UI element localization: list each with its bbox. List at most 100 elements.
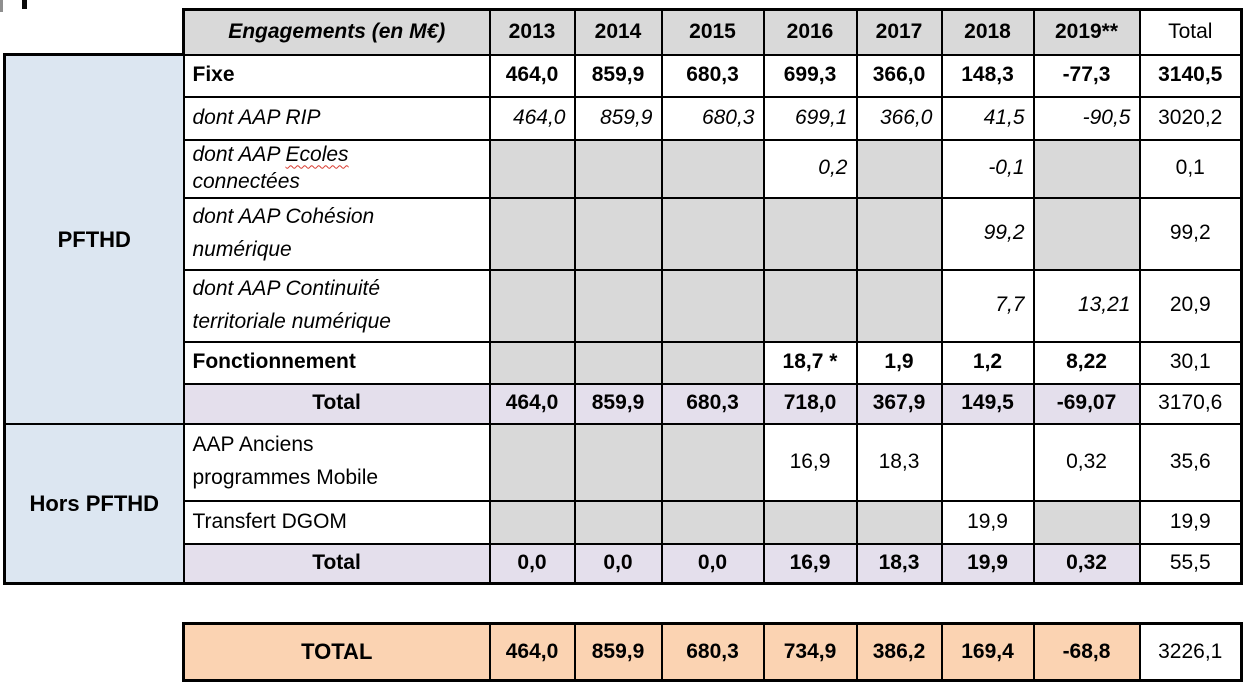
row-label: Fonctionnement [182,340,491,385]
empty-cell [855,268,943,343]
empty-cell [488,196,576,271]
empty-cell [1032,138,1141,199]
value-cell: 680,3 [660,622,765,682]
row-label: Transfert DGOM [182,499,491,545]
empty-cell [762,499,858,545]
engagements-table: Engagements (en M€) 2013 2014 2015 2016 … [3,8,1243,585]
year-column-header-2013: 2013 [488,8,576,56]
value-cell: 148,3 [940,53,1035,98]
empty-cell [855,196,943,271]
value-cell: 859,9 [573,382,663,425]
value-cell: 149,5 [940,382,1035,425]
value-cell: 366,0 [855,95,943,141]
row-label-line2: numérique [192,237,292,261]
value-cell: 0,0 [660,542,765,585]
value-cell: -90,5 [1032,95,1141,141]
subtotal-label: Total [182,382,491,425]
value-cell: 464,0 [488,622,576,682]
value-cell: 1,2 [940,340,1035,385]
value-cell: 386,2 [855,622,943,682]
value-cell: 0,0 [573,542,663,585]
value-cell: 0,2 [762,138,858,199]
group-label-hors-pfthd: Hors PFTHD [3,422,185,585]
value-cell: 366,0 [855,53,943,98]
value-cell: 859,9 [573,622,663,682]
row-label-line1: AAP Anciens [192,433,314,457]
year-column-header-2015: 2015 [660,8,765,56]
row-label: AAP Anciens programmes Mobile [182,422,491,502]
value-cell: -69,07 [1032,382,1141,425]
row-label: dont AAP Ecoles connectées [182,138,491,199]
row-total-cell: 20,9 [1138,268,1243,343]
group-label-pfthd: PFTHD [3,53,185,425]
row-fixe: PFTHD Fixe 464,0 859,9 680,3 699,3 366,0… [3,53,1243,425]
misspelled-word: Ecoles [285,143,349,167]
row-label: Fixe [182,53,491,98]
empty-cell [573,422,663,502]
row-label: dont AAP Continuité territoriale numériq… [182,268,491,343]
empty-cell [573,499,663,545]
value-cell: 718,0 [762,382,858,425]
value-cell: 41,5 [940,95,1035,141]
subtotal-label: Total [182,542,491,585]
stray-mark-black [22,0,27,9]
row-label-line2: territoriale numérique [192,309,391,333]
year-column-header-2016: 2016 [762,8,858,56]
value-cell: 680,3 [660,95,765,141]
empty-cell [573,340,663,385]
grand-total-cell: 3226,1 [1138,622,1243,682]
value-cell: 859,9 [573,95,663,141]
value-cell: 18,3 [855,422,943,502]
empty-white-cell [940,422,1035,502]
value-cell: -68,8 [1032,622,1141,682]
header-row: Engagements (en M€) 2013 2014 2015 2016 … [5,8,1243,56]
row-total-cell: 19,9 [1138,499,1243,545]
value-cell: 0,32 [1032,542,1141,585]
value-cell: 7,7 [940,268,1035,343]
value-cell: 19,9 [940,542,1035,585]
row-label-line1: dont AAP Continuité [192,276,381,300]
table-title-cell: Engagements (en M€) [182,8,491,56]
value-cell: 0,0 [488,542,576,585]
row-aap-rip: dont AAP RIP 464,0 859,9 680,3 699,1 366… [5,95,1243,141]
row-total-pfthd: Total 464,0 859,9 680,3 718,0 367,9 149,… [5,382,1243,425]
row-total-hors-pfthd: Total 0,0 0,0 0,0 16,9 18,3 19,9 0,32 55… [5,542,1243,585]
row-total-cell: 35,6 [1138,422,1243,502]
empty-cell [855,499,943,545]
value-cell: 680,3 [660,53,765,98]
empty-cell [762,268,858,343]
value-cell: 734,9 [762,622,858,682]
empty-cell [660,499,765,545]
value-cell: -77,3 [1032,53,1141,98]
empty-cell [573,196,663,271]
row-label: dont AAP Cohésion numérique [182,196,491,271]
value-cell: 0,32 [1032,422,1141,502]
value-cell: 699,3 [762,53,858,98]
value-cell: 1,9 [855,340,943,385]
value-cell: 699,1 [762,95,858,141]
row-label-line2: connectées [192,169,300,193]
empty-cell [573,138,663,199]
row-aap-cohesion: dont AAP Cohésion numérique 99,2 99,2 [5,196,1243,271]
empty-cell [1032,196,1141,271]
row-total-cell: 3020,2 [1138,95,1243,141]
row-label-line1: dont AAP Cohésion [192,204,375,228]
value-cell: 464,0 [488,95,576,141]
grand-total-table: TOTAL 464,0 859,9 680,3 734,9 386,2 169,… [182,622,1243,682]
value-cell: 99,2 [940,196,1035,271]
grand-total-label: TOTAL [182,622,491,682]
row-total-cell: 30,1 [1138,340,1243,385]
value-cell: 464,0 [488,382,576,425]
value-cell: 18,3 [855,542,943,585]
empty-cell [762,196,858,271]
value-cell: 16,9 [762,422,858,502]
row-total-cell: 0,1 [1138,138,1243,199]
value-cell: 16,9 [762,542,858,585]
empty-cell [660,138,765,199]
row-label-prefix: dont AAP [192,143,280,167]
value-cell: 18,7 * [762,340,858,385]
empty-corner-cell [5,10,184,55]
empty-cell [488,422,576,502]
empty-cell [660,268,765,343]
